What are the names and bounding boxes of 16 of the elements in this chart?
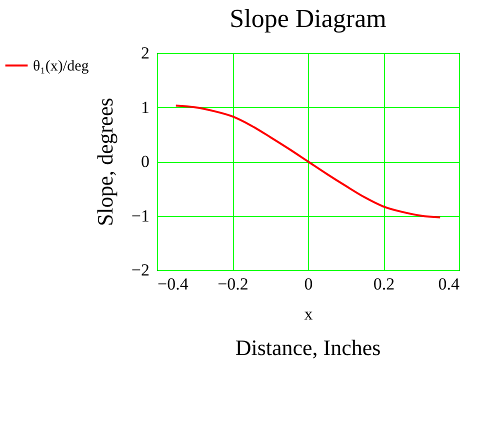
x-tick-label: 0.4 [438,274,460,294]
y-tick-label: −2 [131,260,150,280]
line-series [174,104,442,218]
y-tick-label: 2 [141,44,150,62]
x-tick-label: 0.2 [373,274,395,294]
x-tick-label: 0 [304,274,313,294]
x-tick-label: −0.4 [158,274,189,294]
legend-label: θ₁(x)/deg [33,58,90,74]
x-axis-title: x [304,304,314,324]
x-tick-label: −0.2 [218,274,248,294]
y-tick-label: 0 [141,152,150,171]
y-tick-label: 1 [141,98,150,117]
text: Distance, Inches [235,335,381,360]
y-tick-label: −1 [131,206,150,226]
chart-title: Slope Diagram [230,4,386,33]
y-axis-title: Slope, degrees [92,98,118,226]
